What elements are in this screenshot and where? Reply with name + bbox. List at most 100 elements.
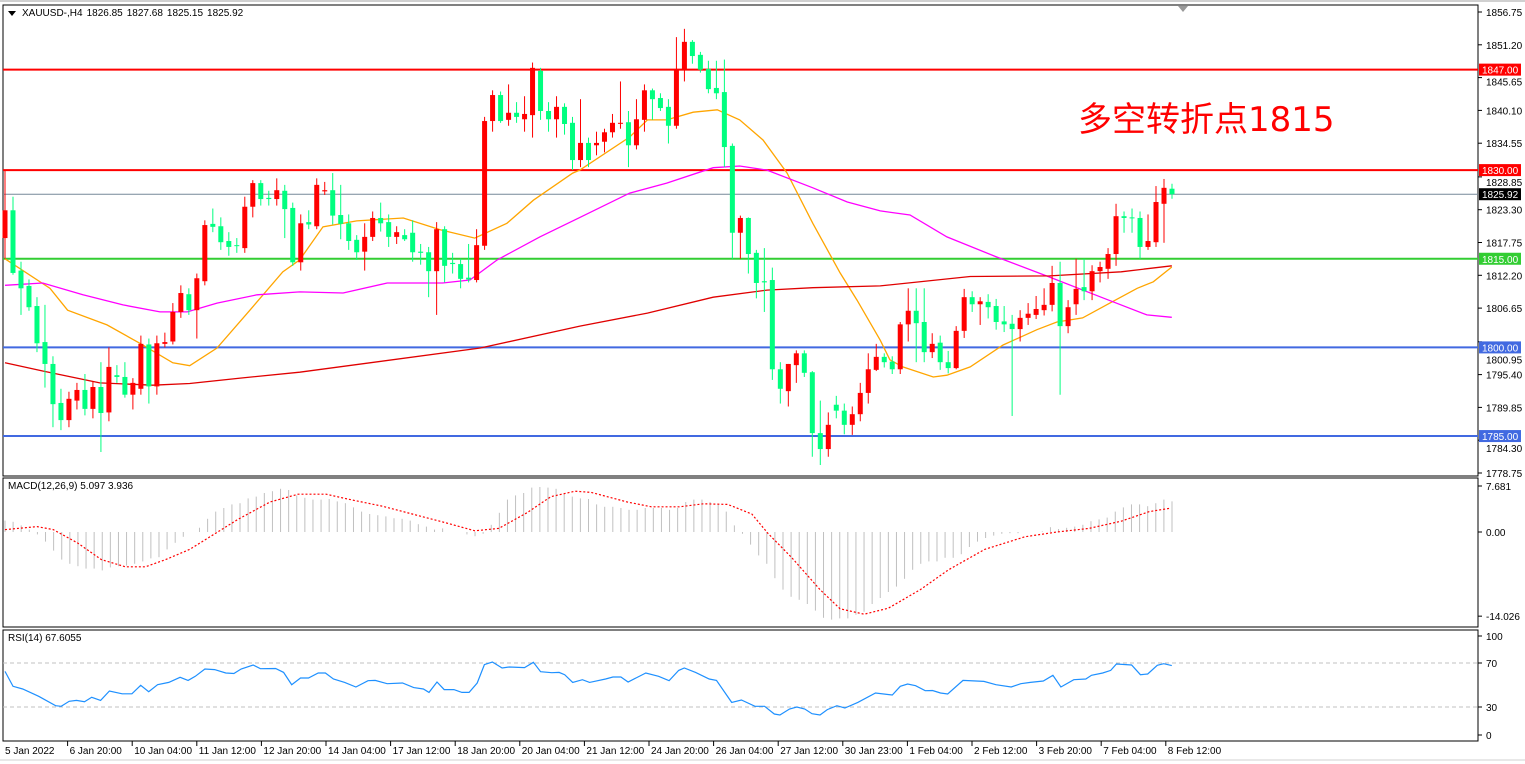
candle-body (146, 344, 152, 387)
candle-body (769, 280, 775, 370)
candle-body (274, 190, 280, 200)
macd-axis-label: 0.00 (1486, 528, 1506, 539)
candle-body (442, 229, 448, 266)
current-price-label: 1825.92 (1482, 190, 1519, 201)
ohlc-high: 1827.68 (126, 8, 163, 19)
candle-body (841, 410, 847, 425)
level-price-label-bg (1479, 63, 1521, 76)
candle-body (210, 223, 216, 227)
rsi-axis-label: 30 (1486, 703, 1498, 714)
candle-body (202, 225, 208, 282)
price-axis-label: 1823.30 (1486, 206, 1523, 217)
candle-body (82, 389, 88, 409)
candle-body (1153, 202, 1159, 243)
candle-body (122, 376, 128, 395)
candle-body (985, 301, 991, 308)
candle-body (609, 122, 615, 133)
candle-body (657, 97, 663, 109)
candle-body (745, 217, 751, 255)
candle-body (761, 281, 767, 283)
candle-body (713, 87, 719, 94)
candle-body (633, 119, 639, 146)
price-axis-label: 1834.55 (1486, 139, 1523, 150)
candle-body (737, 217, 743, 233)
candle-body (498, 95, 504, 122)
rsi-axis-label: 0 (1486, 731, 1492, 742)
moving-average-line-1 (4, 165, 1172, 318)
level-price-label: 1815.00 (1482, 255, 1519, 266)
candle-body (785, 363, 791, 392)
candle-body (1105, 254, 1111, 269)
time-axis-label: 24 Jan 20:00 (651, 746, 709, 757)
candle-body (1073, 288, 1079, 305)
candle-body (889, 361, 895, 370)
time-axis-label: 6 Jan 20:00 (70, 746, 123, 757)
candle-body (905, 310, 911, 325)
candle-body (106, 366, 112, 413)
time-axis-label: 8 Feb 12:00 (1168, 746, 1222, 757)
candle-body (649, 90, 655, 100)
candle-body (969, 297, 975, 305)
candle-body (1113, 216, 1119, 255)
candle-body (474, 245, 480, 281)
candle-body (1049, 282, 1055, 305)
candle-body (50, 363, 56, 405)
candle-body (865, 369, 871, 393)
time-axis-label: 21 Jan 12:00 (586, 746, 644, 757)
time-axis-label: 27 Jan 12:00 (780, 746, 838, 757)
candle-body (1041, 304, 1047, 311)
candle-body (1009, 323, 1015, 330)
dropdown-triangle-icon[interactable] (8, 11, 16, 16)
candle-body (873, 356, 879, 370)
candle-body (601, 132, 607, 142)
candle-body (66, 398, 72, 421)
candle-body (562, 106, 568, 124)
price-axis-label: 1828.85 (1486, 178, 1523, 189)
price-axis-label: 1845.65 (1486, 78, 1523, 89)
candle-body (506, 112, 512, 120)
candle-body (234, 245, 240, 247)
price-axis-label: 1856.75 (1486, 8, 1523, 19)
candle-body (402, 235, 408, 240)
candle-body (458, 264, 464, 279)
time-axis-label: 2 Feb 12:00 (974, 746, 1028, 757)
moving-average-line-2 (4, 265, 1172, 386)
candle-body (570, 122, 576, 161)
candle-body (170, 311, 176, 342)
macd-title: MACD(12,26,9) 5.097 3.936 (8, 481, 134, 492)
candle-body (114, 375, 120, 377)
macd-axis-label: -14.026 (1486, 612, 1520, 623)
chart-shift-marker-icon[interactable] (1178, 6, 1188, 12)
candle-body (953, 330, 959, 369)
time-axis-label: 18 Jan 20:00 (457, 746, 515, 757)
ohlc-close: 1825.92 (207, 8, 244, 19)
candle-body (721, 92, 727, 148)
time-axis-label: 20 Jan 04:00 (522, 746, 580, 757)
price-axis-label: 1800.95 (1486, 355, 1523, 366)
candle-body (1129, 217, 1135, 219)
ohlc-low: 1825.15 (166, 8, 204, 19)
time-axis-label: 10 Jan 04:00 (134, 746, 192, 757)
candle-body (90, 387, 96, 409)
time-axis-label: 1 Feb 04:00 (909, 746, 963, 757)
candle-body (306, 222, 312, 225)
candle-body (1081, 287, 1087, 292)
candle-body (410, 232, 416, 253)
candle-body (194, 278, 200, 311)
symbol-label: XAUUSD-,H4 (22, 8, 83, 19)
candle-body (1025, 313, 1031, 318)
candle-body (1057, 282, 1063, 327)
candle-body (1065, 307, 1071, 327)
candle-body (250, 183, 256, 207)
candle-body (266, 197, 272, 200)
candle-body (857, 392, 863, 415)
candle-body (338, 215, 344, 224)
time-axis-label: 14 Jan 04:00 (328, 746, 386, 757)
price-axis-label: 1812.20 (1486, 271, 1523, 282)
candle-body (2, 210, 8, 239)
time-axis-label: 30 Jan 23:00 (845, 746, 903, 757)
level-price-label-bg (1479, 341, 1521, 354)
candle-body (362, 236, 368, 252)
candle-body (370, 217, 376, 237)
